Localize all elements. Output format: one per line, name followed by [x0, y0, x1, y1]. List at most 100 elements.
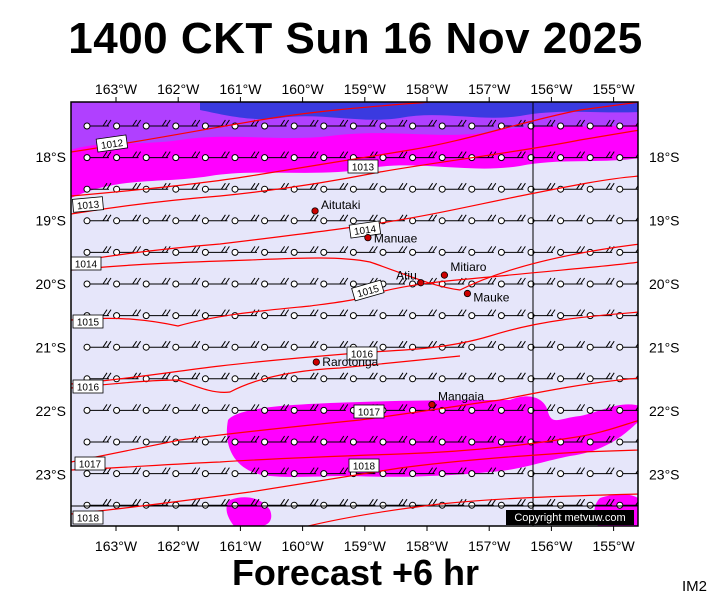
isobar-label: 1018: [348, 458, 380, 473]
wind-barb: [83, 404, 112, 414]
wind-barb: [557, 119, 586, 130]
place-manuae: Manuae: [364, 232, 418, 246]
copyright-box: Copyright metvuw.com: [506, 510, 634, 525]
wind-barb: [231, 498, 260, 509]
wind-barb: [586, 151, 615, 162]
wind-barb: [290, 214, 319, 225]
wind-barb: [409, 246, 438, 256]
place-marker: [311, 207, 319, 215]
wind-barb: [616, 279, 638, 288]
lon-label-bottom: 156°W: [530, 538, 573, 554]
wind-barb: [379, 182, 408, 193]
wind-barb: [201, 404, 230, 414]
wind-barb: [379, 151, 408, 162]
wind-barb: [468, 404, 497, 414]
lon-label-top: 157°W: [468, 81, 511, 97]
wind-barb: [468, 182, 497, 193]
wind-barb: [261, 246, 290, 256]
wind-barb: [231, 340, 260, 351]
wind-barb: [497, 246, 526, 256]
wind-barb: [438, 151, 467, 162]
svg-text:1012: 1012: [100, 138, 124, 152]
wind-barb: [172, 119, 201, 130]
wind-barb: [409, 372, 438, 383]
wind-barb: [83, 119, 112, 130]
wind-barb: [379, 372, 408, 383]
isobar-label: 1016: [72, 379, 104, 394]
wind-barb: [320, 309, 349, 320]
place-atiu: Atiu: [396, 269, 425, 287]
wind-barb: [438, 119, 467, 130]
wind-barb: [83, 340, 112, 351]
wind-barb: [320, 435, 349, 446]
wind-barb: [557, 467, 586, 478]
copyright-text: Copyright metvuw.com: [514, 512, 625, 524]
wind-barb: [290, 435, 319, 446]
isobar-label: 1015: [72, 314, 104, 329]
wind-barb: [438, 435, 467, 446]
place-name: Manuae: [374, 232, 418, 246]
place-marker: [312, 358, 320, 366]
place-aitutaki: Aitutaki: [311, 198, 360, 215]
svg-text:1016: 1016: [351, 350, 374, 361]
svg-text:1015: 1015: [77, 318, 100, 329]
wind-barb: [557, 151, 586, 162]
wind-barb: [497, 498, 526, 509]
wind-barb: [201, 151, 230, 162]
lat-label-left: 21°S: [35, 340, 66, 356]
wind-barb: [586, 246, 615, 256]
wind-barb: [349, 309, 378, 320]
lon-label-bottom: 161°W: [219, 538, 262, 554]
wind-barb: [557, 498, 586, 509]
wind-barb: [497, 467, 526, 478]
wind-barb: [261, 467, 290, 478]
wind-barb: [113, 151, 142, 162]
wind-barb: [586, 119, 615, 130]
svg-text:1013: 1013: [77, 200, 101, 213]
place-name: Mitiaro: [450, 260, 486, 274]
lat-label-left: 19°S: [35, 213, 66, 229]
wind-barb: [320, 214, 349, 225]
wind-barb: [201, 340, 230, 351]
lat-label-right: 18°S: [649, 149, 680, 165]
wind-barb: [616, 216, 638, 225]
wind-barb: [113, 182, 142, 193]
wind-barb: [409, 435, 438, 446]
isobar-line: [71, 419, 638, 471]
wind-barb: [261, 404, 290, 414]
wind-barb: [261, 340, 290, 351]
wind-barb: [586, 340, 615, 351]
place-mangaia: Mangaia: [428, 390, 484, 409]
lon-label-top: 163°W: [95, 81, 138, 97]
svg-text:1014: 1014: [353, 224, 377, 238]
forecast-label: Forecast +6 hr: [231, 552, 480, 593]
wind-barb: [142, 214, 171, 225]
image-code: IM2: [681, 578, 707, 595]
svg-text:1013: 1013: [352, 163, 375, 174]
wind-barb: [172, 277, 201, 288]
map-title: 1400 CKT Sun 16 Nov 2025: [68, 14, 643, 63]
wind-barb: [113, 498, 142, 509]
wind-barb: [497, 404, 526, 414]
wind-barb: [557, 404, 586, 414]
wind-barb: [497, 435, 526, 446]
wind-barb: [320, 119, 349, 130]
wind-barb: [201, 277, 230, 288]
lon-label-top: 159°W: [344, 81, 387, 97]
wind-barb: [83, 498, 112, 509]
place-marker: [463, 289, 472, 298]
place-mitiaro: Mitiaro: [440, 260, 487, 279]
wind-barb: [409, 309, 438, 320]
lon-label-top: 161°W: [219, 81, 262, 97]
wind-barb: [468, 435, 497, 446]
wind-barb: [468, 246, 497, 256]
wind-barb: [290, 467, 319, 478]
wind-barb: [261, 309, 290, 320]
wind-barb: [379, 246, 408, 256]
wind-barb: [261, 277, 290, 288]
lon-label-bottom: 163°W: [95, 538, 138, 554]
lon-label-top: 155°W: [593, 81, 636, 97]
wind-barb: [557, 309, 586, 320]
wind-barb: [379, 498, 408, 509]
wind-barb: [320, 340, 349, 351]
